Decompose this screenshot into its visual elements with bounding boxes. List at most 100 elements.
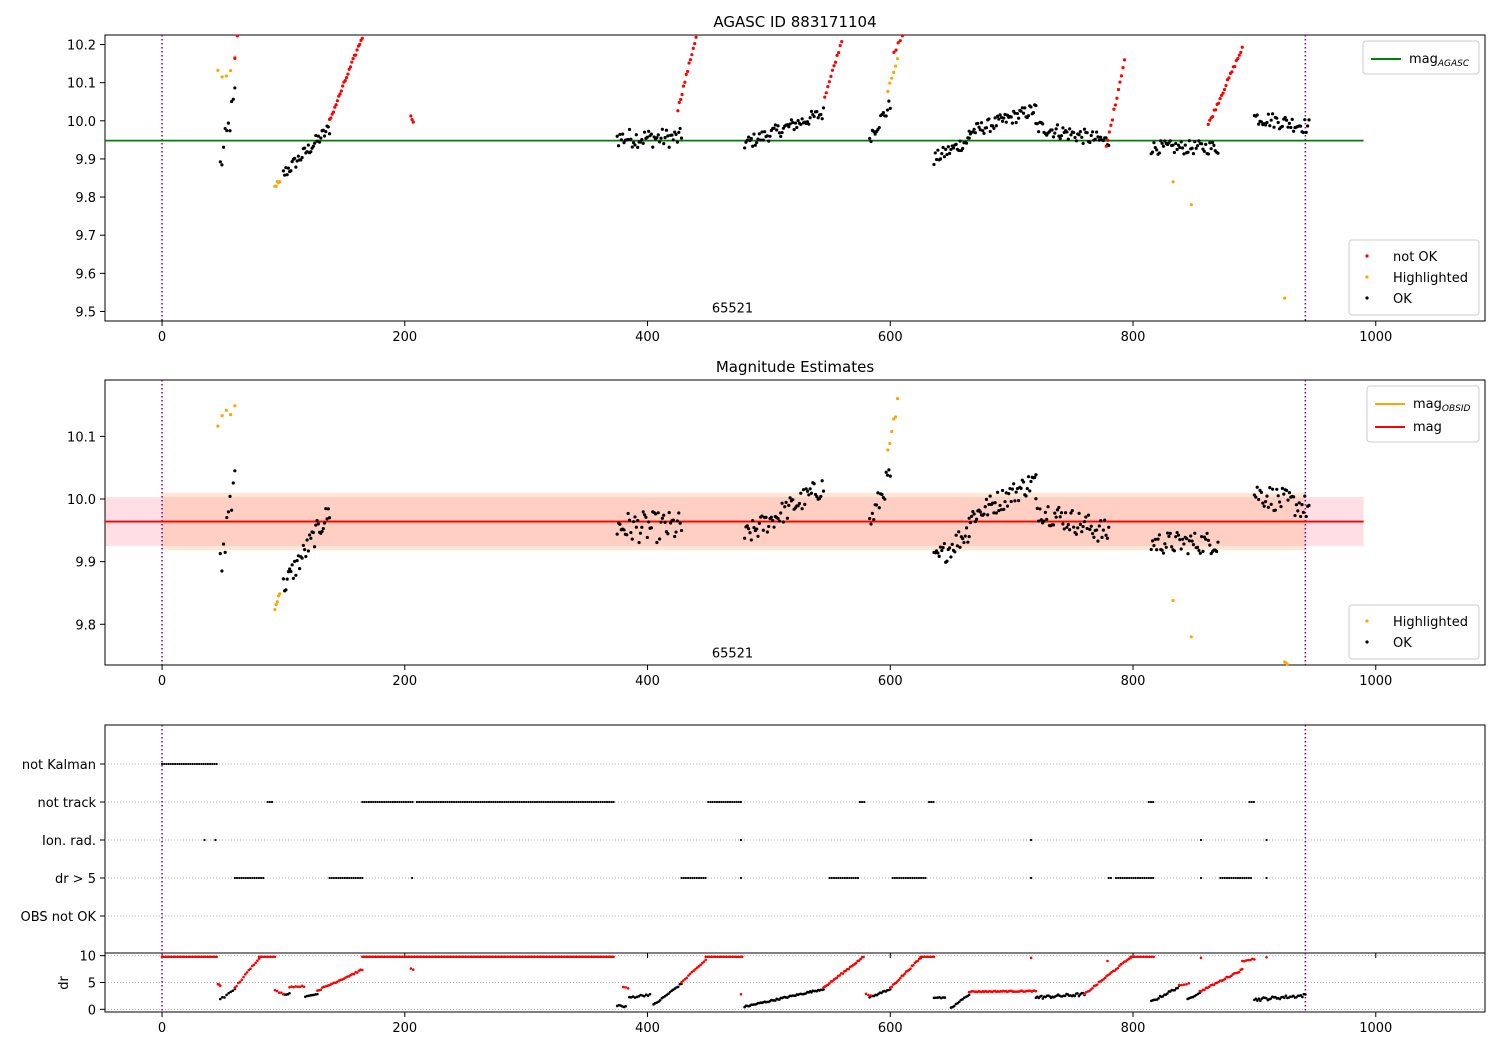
data-point-ok <box>1276 494 1280 498</box>
flag-row-label: dr > 5 <box>55 872 96 887</box>
data-point-ok <box>1082 127 1087 131</box>
flag-marker <box>702 876 705 880</box>
flag-marker <box>428 800 432 804</box>
data-point-ok <box>314 133 318 138</box>
flag-marker <box>498 800 502 804</box>
data-point-ok <box>1257 997 1261 1001</box>
data-point-ok <box>1155 148 1159 152</box>
data-point-not-ok <box>681 84 686 88</box>
data-point-not-ok <box>909 967 912 970</box>
data-point-not-ok <box>1118 80 1122 84</box>
data-point-ok <box>747 527 751 531</box>
data-point-ok <box>883 497 887 501</box>
flag-marker <box>542 800 545 804</box>
data-point-not-ok <box>245 971 249 974</box>
data-point-ok <box>941 145 945 150</box>
flag-marker <box>906 876 910 880</box>
data-point-ok <box>1038 507 1042 511</box>
flag-marker <box>363 800 366 804</box>
data-point-ok <box>1283 996 1286 1000</box>
data-point-ok <box>305 150 309 154</box>
flag-marker <box>893 876 896 880</box>
data-point-not-ok <box>869 994 873 997</box>
data-point-highlighted <box>1283 296 1287 300</box>
data-point-not-ok <box>926 955 930 959</box>
flag-marker <box>209 762 212 766</box>
data-point-ok <box>788 122 792 126</box>
data-point-ok <box>804 487 808 491</box>
data-point-ok <box>1015 111 1019 116</box>
flag-marker <box>431 800 434 804</box>
flag-marker <box>843 876 846 880</box>
flag-marker <box>722 800 725 804</box>
data-point-not-ok <box>687 974 690 977</box>
data-point-ok <box>763 130 767 134</box>
data-point-not-ok <box>692 969 695 973</box>
flag-marker <box>525 800 528 804</box>
x-tick-label: 0 <box>158 674 166 689</box>
data-point-highlighted <box>278 592 282 596</box>
flag-marker <box>253 876 256 880</box>
data-point-ok <box>312 141 317 145</box>
data-point-ok <box>819 112 823 117</box>
data-point-ok <box>765 530 769 534</box>
data-point-not-ok <box>1103 976 1107 980</box>
data-point-ok <box>1037 519 1041 523</box>
data-point-ok <box>1003 500 1007 504</box>
data-point-ok <box>1259 120 1263 124</box>
data-point-ok <box>1013 111 1017 115</box>
flag-marker <box>1125 876 1129 880</box>
data-point-ok <box>1299 993 1303 997</box>
flag-marker <box>485 800 488 804</box>
data-point-not-ok <box>1113 103 1118 107</box>
data-point-ok <box>285 173 289 177</box>
flag-marker <box>361 876 364 880</box>
data-point-ok <box>784 500 788 505</box>
data-point-ok <box>820 117 824 121</box>
data-point-ok <box>671 138 675 142</box>
data-point-not-ok <box>164 955 168 959</box>
data-point-ok <box>961 536 965 541</box>
data-point-not-ok <box>697 965 701 968</box>
data-point-not-ok <box>738 955 742 959</box>
data-point-ok <box>787 125 791 129</box>
x-tick-label: 800 <box>1121 674 1146 689</box>
data-point-ok <box>1168 139 1172 143</box>
data-point-ok <box>636 518 640 523</box>
data-point-ok <box>998 503 1002 508</box>
data-point-ok <box>1269 118 1273 122</box>
flag-marker <box>509 800 512 804</box>
data-point-ok <box>964 141 969 145</box>
data-point-ok <box>1178 145 1182 150</box>
flag-marker <box>367 800 370 804</box>
data-point-ok <box>640 137 644 142</box>
data-point-highlighted <box>1171 180 1175 184</box>
data-point-not-ok <box>172 955 175 959</box>
data-point-ok <box>869 139 873 144</box>
data-point-ok <box>1033 475 1037 480</box>
data-point-ok <box>1182 542 1186 546</box>
data-point-not-ok <box>298 985 302 989</box>
data-point-ok <box>285 577 289 581</box>
flag-marker <box>737 800 740 804</box>
flag-marker <box>380 800 384 804</box>
data-point-ok <box>1014 490 1018 494</box>
data-point-ok <box>967 993 971 997</box>
data-point-ok <box>1055 123 1060 127</box>
data-point-ok <box>641 141 645 145</box>
data-point-not-ok <box>733 955 736 959</box>
data-point-ok <box>996 114 1000 118</box>
data-point-not-ok <box>702 960 706 963</box>
data-point-ok <box>296 154 300 158</box>
flag-marker <box>444 800 447 804</box>
data-point-ok <box>294 573 298 577</box>
data-point-ok <box>963 534 967 538</box>
flag-marker <box>850 876 853 880</box>
data-point-highlighted <box>890 429 894 434</box>
data-point-ok <box>671 518 675 522</box>
data-point-ok <box>648 992 652 996</box>
flag-marker <box>383 800 386 804</box>
data-point-not-ok <box>897 978 901 982</box>
data-point-ok <box>936 551 940 555</box>
data-point-ok <box>1074 532 1078 536</box>
